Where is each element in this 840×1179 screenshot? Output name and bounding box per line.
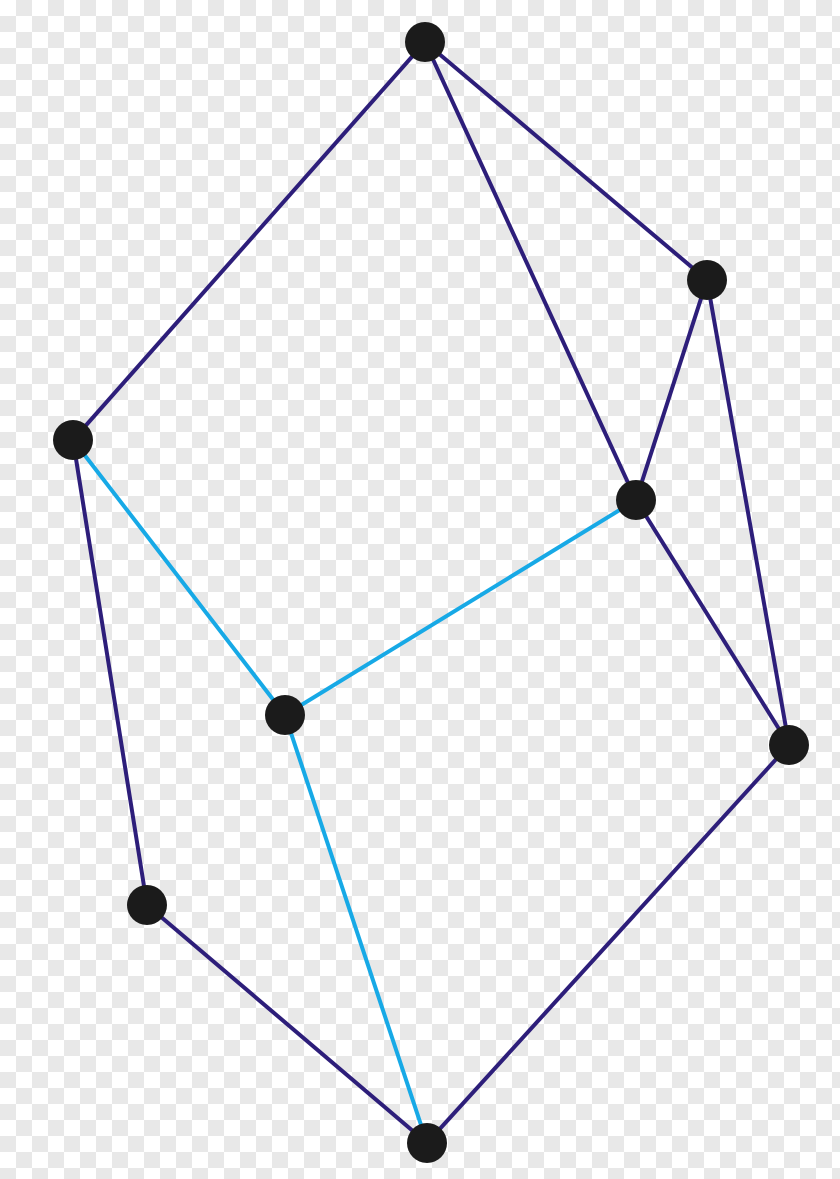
node-lower_left xyxy=(127,885,167,925)
lattice-diagram xyxy=(0,0,840,1179)
edge-upper_left-lower_left xyxy=(73,440,147,905)
edge-mid_right-mid_left xyxy=(285,500,636,715)
node-right xyxy=(769,725,809,765)
edge-top-upper_right xyxy=(425,42,707,280)
edge-top-mid_right xyxy=(425,42,636,500)
edge-lower_left-bottom xyxy=(147,905,427,1143)
edge-upper_right-mid_right xyxy=(636,280,707,500)
edges-back xyxy=(73,440,636,1143)
node-mid_left xyxy=(265,695,305,735)
edges-front xyxy=(73,42,789,1143)
edge-upper_right-right xyxy=(707,280,789,745)
node-upper_right xyxy=(687,260,727,300)
node-upper_left xyxy=(53,420,93,460)
node-bottom xyxy=(407,1123,447,1163)
edge-top-upper_left xyxy=(73,42,425,440)
edge-mid_left-bottom xyxy=(285,715,427,1143)
node-mid_right xyxy=(616,480,656,520)
node-top xyxy=(405,22,445,62)
edge-upper_left-mid_left xyxy=(73,440,285,715)
edge-right-bottom xyxy=(427,745,789,1143)
